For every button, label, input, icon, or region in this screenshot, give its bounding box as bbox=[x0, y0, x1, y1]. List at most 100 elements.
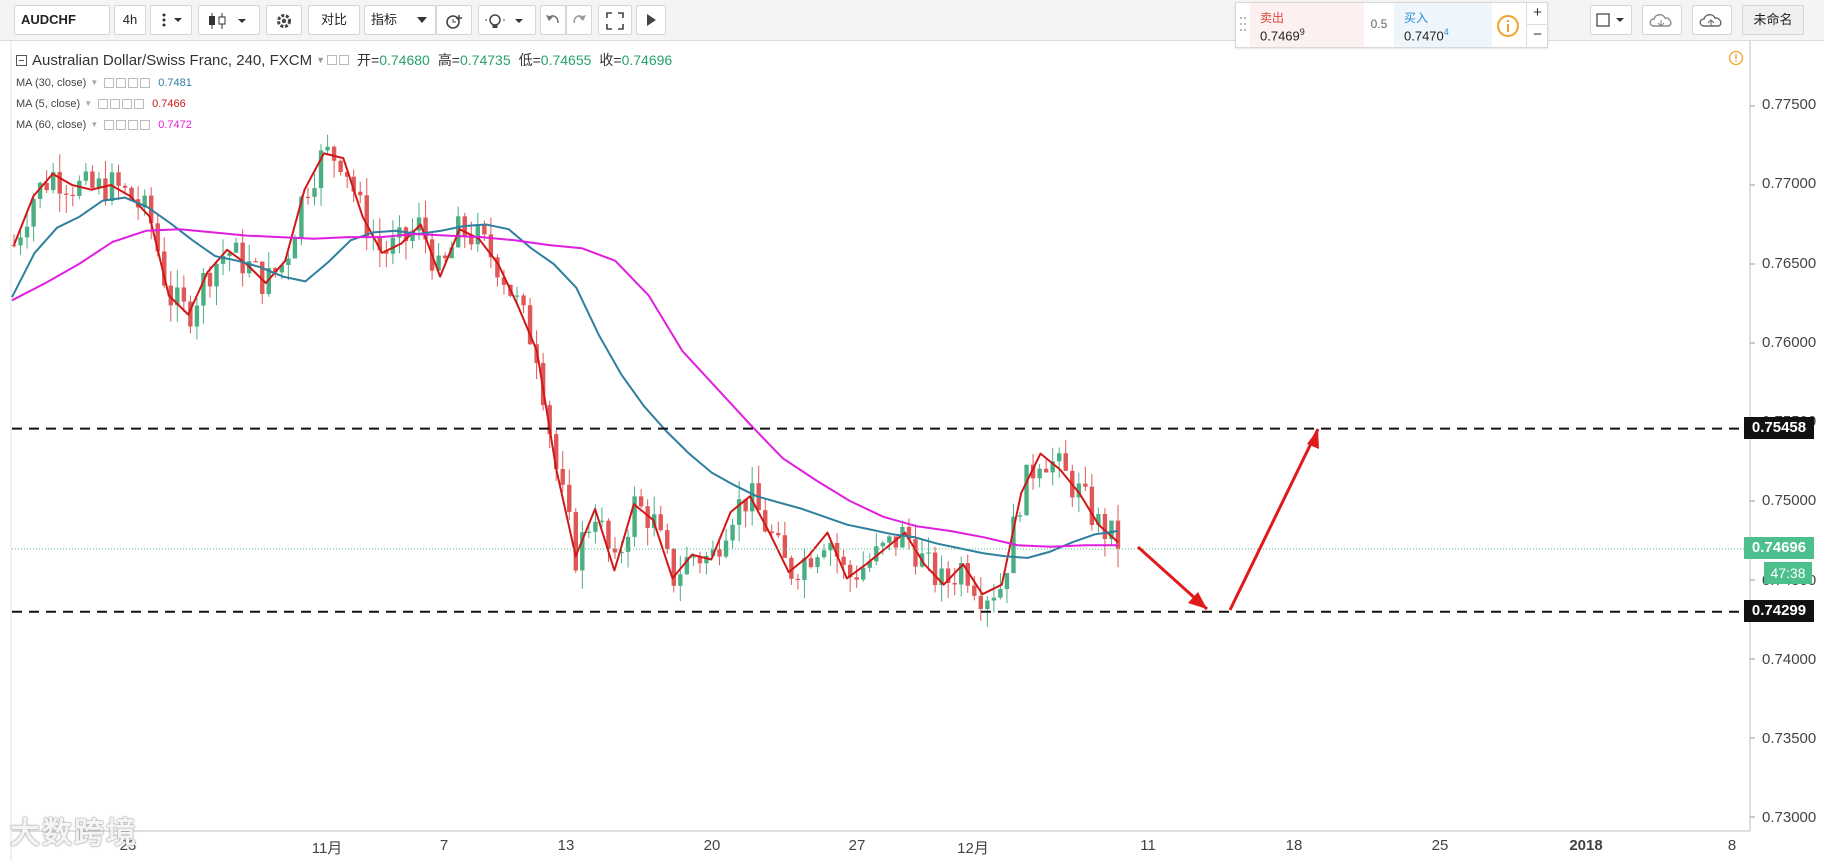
decrease-quantity-button[interactable]: − bbox=[1526, 25, 1548, 47]
candle-body bbox=[985, 600, 990, 609]
candle-body bbox=[1024, 464, 1029, 516]
compare-button[interactable]: 对比 bbox=[308, 5, 360, 35]
candle-body bbox=[874, 546, 879, 562]
interval-button[interactable]: 4h bbox=[114, 5, 146, 35]
add-icon[interactable] bbox=[122, 98, 133, 109]
warning-icon[interactable] bbox=[1728, 50, 1744, 66]
candle-body bbox=[665, 530, 670, 550]
candle-body bbox=[416, 217, 422, 231]
date-tick: 18 bbox=[1285, 837, 1303, 854]
candle-body bbox=[972, 585, 977, 596]
price-tick: 0.73500 bbox=[1762, 730, 1817, 747]
replay-button[interactable] bbox=[636, 5, 666, 35]
candle-body bbox=[449, 247, 454, 259]
ma30-legend-row: MA (30, close) ▼ 0.7481 bbox=[16, 72, 672, 93]
date-tick: 7 bbox=[439, 837, 449, 854]
close-icon[interactable] bbox=[140, 77, 151, 88]
lightbulb-icon bbox=[485, 12, 523, 28]
candle-body bbox=[821, 550, 827, 558]
symbol-search-field[interactable]: AUDCHF bbox=[14, 5, 110, 35]
ma60-chevron-icon[interactable]: ▼ bbox=[90, 120, 99, 129]
cloud-load-button[interactable] bbox=[1642, 5, 1682, 35]
eye-icon[interactable] bbox=[327, 55, 338, 65]
info-icon[interactable] bbox=[1496, 14, 1520, 38]
drag-handle-icon[interactable] bbox=[1238, 15, 1248, 35]
price-tick: 0.76000 bbox=[1762, 334, 1817, 351]
settings-mini-icon[interactable] bbox=[116, 119, 127, 130]
candle-body bbox=[906, 526, 912, 540]
candle-body bbox=[1004, 573, 1010, 590]
buy-button[interactable]: 买入 0.74704 bbox=[1394, 3, 1492, 47]
candle-body bbox=[286, 258, 291, 266]
ma30-chevron-icon[interactable]: ▼ bbox=[90, 78, 99, 87]
date-tick: 11 bbox=[1140, 837, 1156, 854]
ma5-line bbox=[13, 152, 1119, 596]
eye-icon[interactable] bbox=[104, 77, 115, 88]
indicators-button[interactable]: 指标 bbox=[364, 5, 436, 35]
close-icon[interactable] bbox=[140, 119, 151, 130]
candle-body bbox=[802, 558, 807, 581]
buy-label: 买入 bbox=[1404, 11, 1429, 25]
interval-menu-button[interactable] bbox=[150, 5, 192, 35]
settings-mini-icon[interactable] bbox=[339, 55, 350, 65]
increase-quantity-button[interactable]: + bbox=[1526, 3, 1548, 25]
ma5-chevron-icon[interactable]: ▼ bbox=[84, 99, 93, 108]
settings-mini-icon[interactable] bbox=[116, 77, 127, 88]
candle-body bbox=[1063, 453, 1068, 471]
buy-price: 0.74704 bbox=[1404, 27, 1449, 44]
sell-button[interactable]: 卖出 0.74699 bbox=[1250, 3, 1364, 47]
eye-icon[interactable] bbox=[104, 119, 115, 130]
candle-body bbox=[730, 524, 735, 541]
candle-body bbox=[763, 510, 768, 532]
more-vertical-icon bbox=[162, 13, 182, 27]
spread-value: 0.5 bbox=[1370, 17, 1388, 31]
undo-button[interactable] bbox=[540, 5, 566, 35]
date-tick: 23 bbox=[119, 837, 137, 854]
candle-body bbox=[717, 549, 722, 557]
candle-body bbox=[103, 178, 108, 201]
candle-body bbox=[142, 195, 147, 208]
price-tick: 0.74000 bbox=[1762, 651, 1817, 668]
eye-icon[interactable] bbox=[98, 98, 109, 109]
chart-style-button[interactable] bbox=[198, 5, 260, 35]
settings-button[interactable] bbox=[266, 5, 302, 35]
ideas-button[interactable] bbox=[478, 5, 536, 35]
candle-body bbox=[959, 563, 964, 585]
candle-body bbox=[593, 521, 598, 532]
candle-body bbox=[965, 563, 970, 586]
candle-body bbox=[162, 251, 167, 286]
ma5-value: 0.7466 bbox=[152, 97, 186, 110]
candle-body bbox=[214, 263, 219, 287]
gear-icon bbox=[277, 14, 291, 28]
ma30-line bbox=[11, 196, 1119, 559]
add-icon[interactable] bbox=[128, 119, 139, 130]
layout-button[interactable] bbox=[1590, 5, 1632, 35]
watermark-logo: 大数跨境 bbox=[10, 808, 138, 852]
collapse-icon[interactable] bbox=[16, 54, 27, 66]
candle-body bbox=[547, 405, 552, 435]
chart-name-button[interactable]: 未命名 bbox=[1742, 5, 1804, 35]
candle-body bbox=[769, 531, 774, 533]
candle-body bbox=[612, 548, 618, 553]
candle-body bbox=[442, 255, 448, 259]
cloud-save-button[interactable] bbox=[1692, 5, 1732, 35]
candle-body bbox=[678, 574, 683, 586]
alert-button[interactable] bbox=[436, 5, 472, 35]
candle-body bbox=[776, 532, 781, 536]
candle-body bbox=[887, 536, 892, 543]
fullscreen-button[interactable] bbox=[598, 5, 632, 35]
candle-body bbox=[573, 512, 578, 571]
add-icon[interactable] bbox=[128, 77, 139, 88]
candle-body bbox=[207, 272, 213, 287]
close-icon[interactable] bbox=[134, 98, 145, 109]
candle-body bbox=[1076, 483, 1082, 498]
redo-button[interactable] bbox=[566, 5, 592, 35]
candle-body bbox=[64, 193, 69, 195]
ohlc-open: 开=0.74680 bbox=[357, 52, 430, 68]
candle-body bbox=[1089, 486, 1095, 525]
title-chevron-icon[interactable]: ▼ bbox=[316, 55, 326, 65]
candle-body bbox=[279, 265, 285, 273]
candle-body bbox=[697, 556, 703, 564]
settings-mini-icon[interactable] bbox=[110, 98, 121, 109]
